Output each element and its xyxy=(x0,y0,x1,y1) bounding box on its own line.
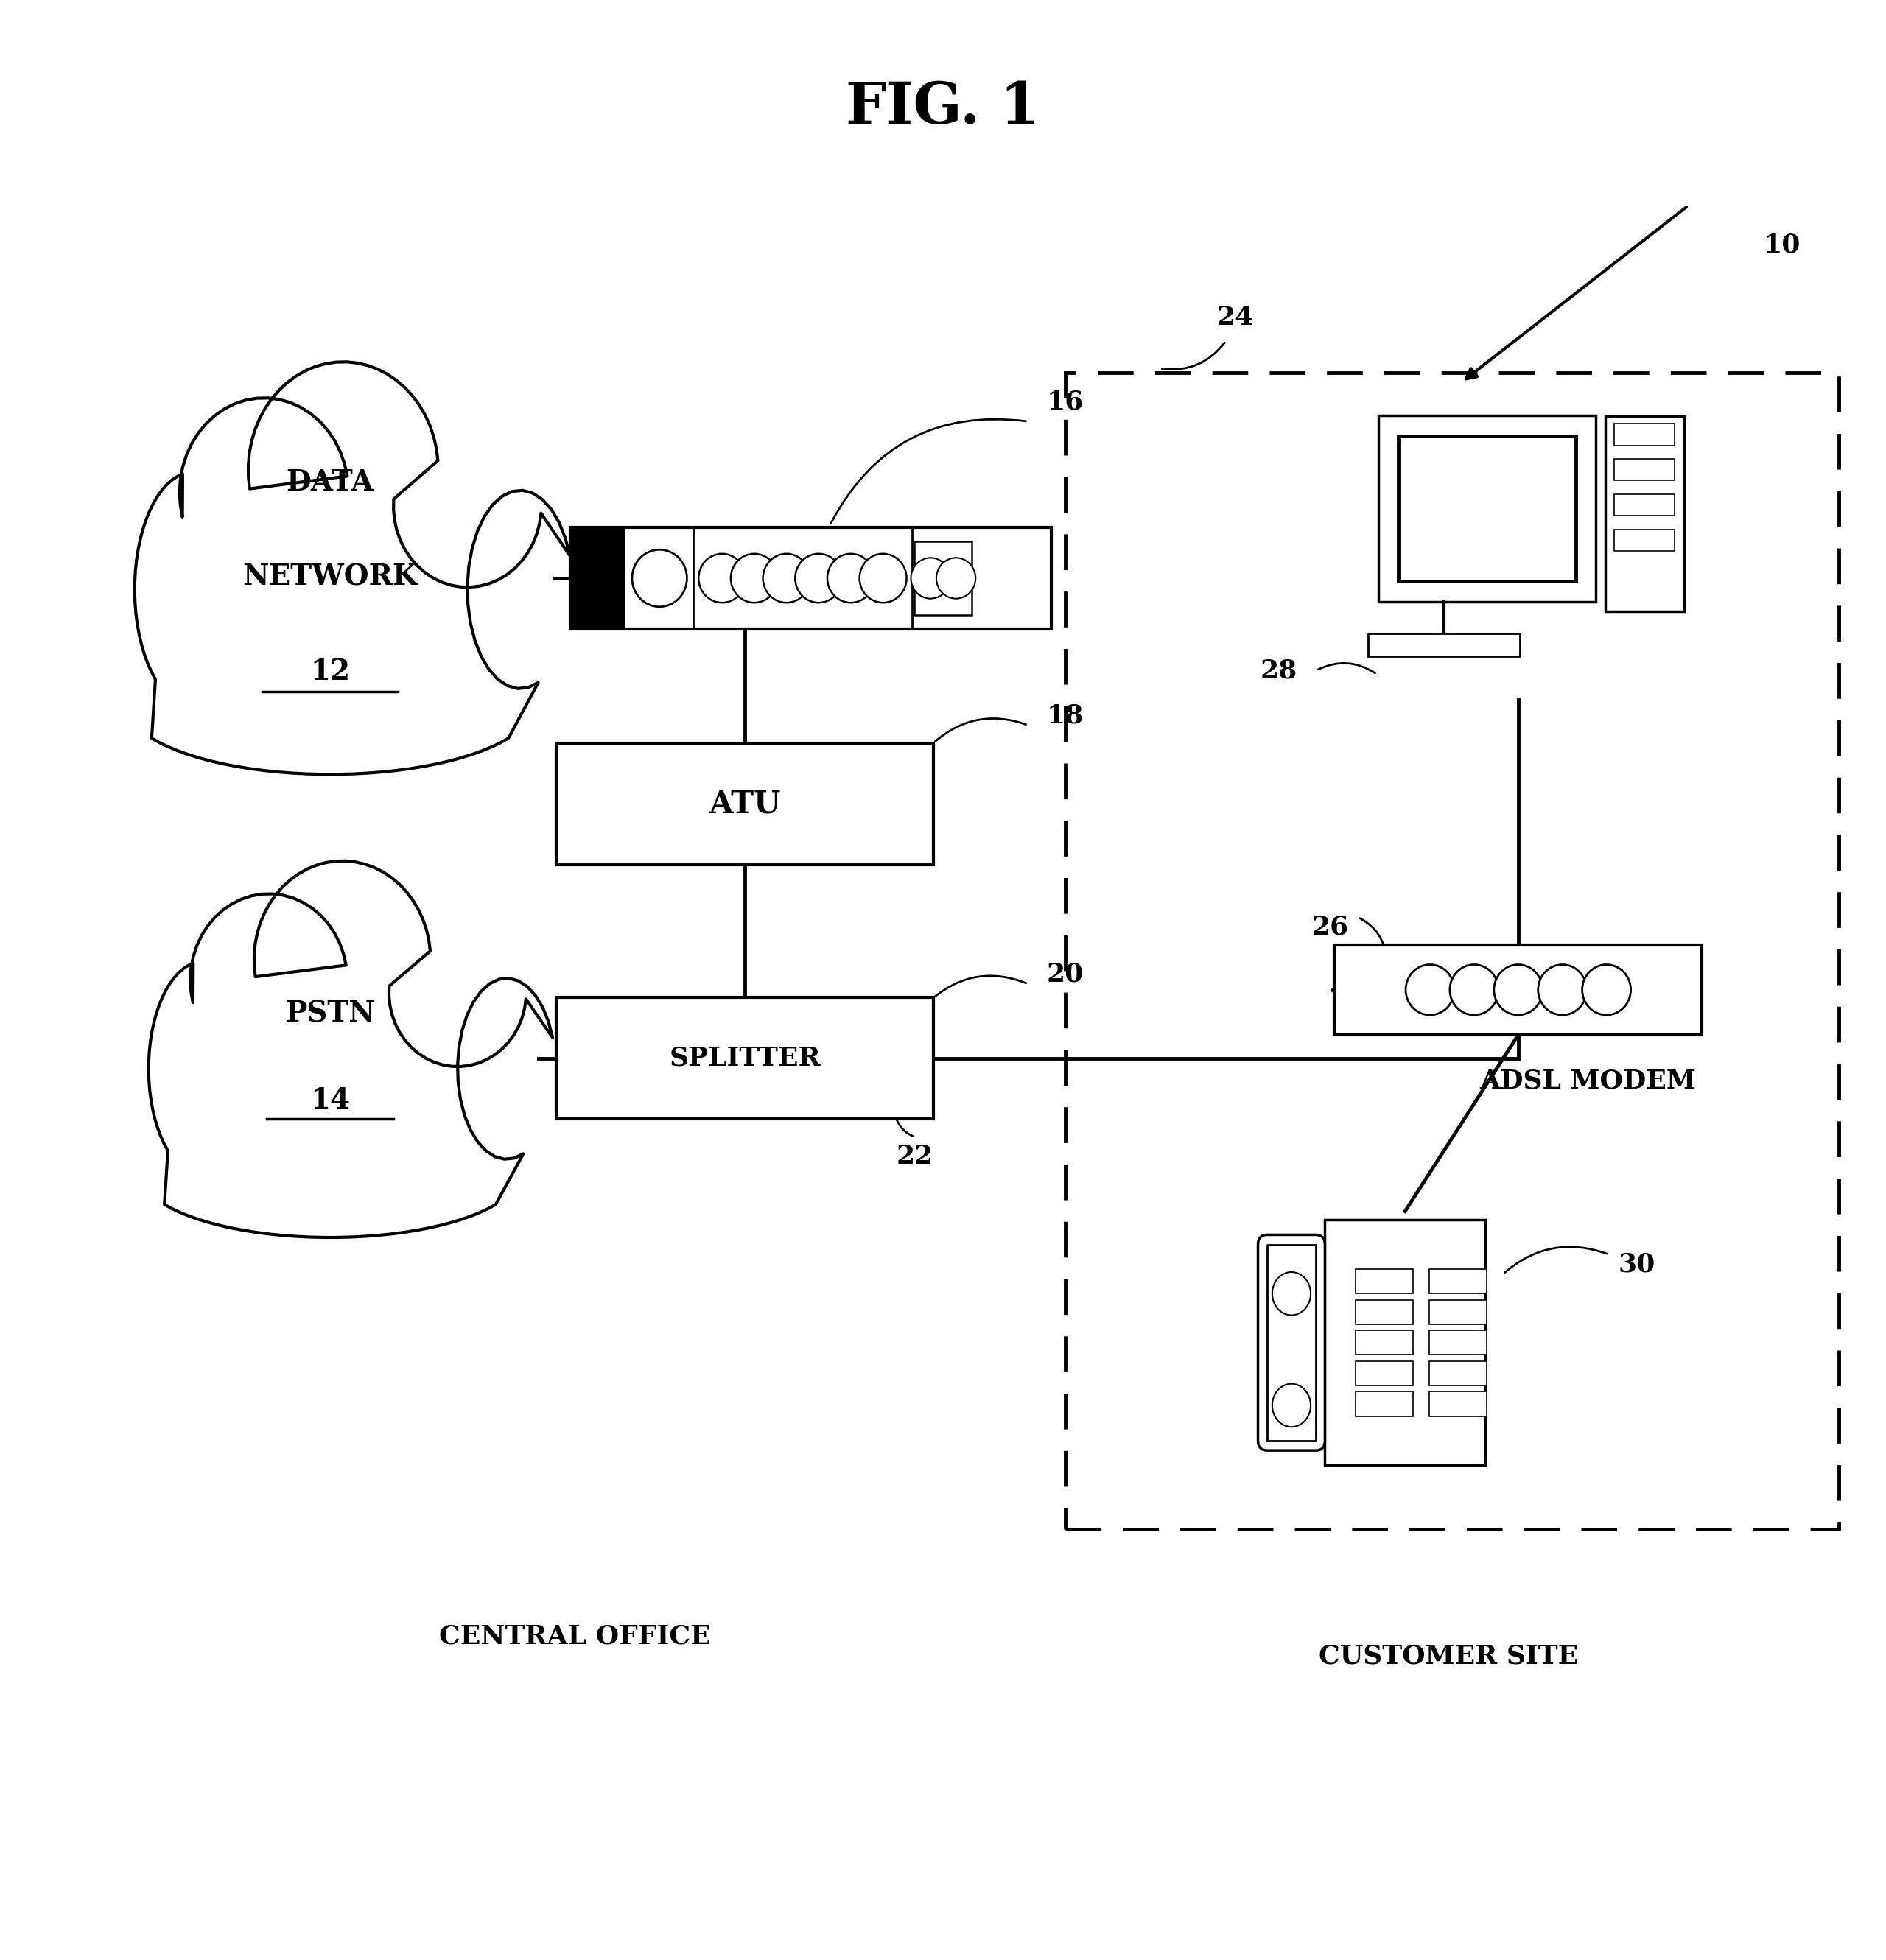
Circle shape xyxy=(860,555,907,602)
Text: 14: 14 xyxy=(309,1086,351,1115)
FancyBboxPatch shape xyxy=(1356,1299,1413,1325)
FancyBboxPatch shape xyxy=(1356,1360,1413,1386)
FancyBboxPatch shape xyxy=(1379,416,1596,602)
FancyBboxPatch shape xyxy=(1605,416,1684,612)
FancyBboxPatch shape xyxy=(556,743,934,864)
Circle shape xyxy=(1494,964,1543,1015)
Ellipse shape xyxy=(1273,1384,1311,1427)
Circle shape xyxy=(730,555,777,602)
FancyBboxPatch shape xyxy=(915,541,971,615)
FancyBboxPatch shape xyxy=(1614,423,1675,445)
Text: 28: 28 xyxy=(1260,659,1298,682)
Circle shape xyxy=(1405,964,1454,1015)
FancyBboxPatch shape xyxy=(1398,435,1577,582)
Circle shape xyxy=(698,555,745,602)
Text: FIG. 1: FIG. 1 xyxy=(847,80,1039,135)
Text: 18: 18 xyxy=(1047,704,1084,727)
FancyBboxPatch shape xyxy=(1279,1343,1303,1411)
FancyBboxPatch shape xyxy=(1279,1274,1303,1343)
Circle shape xyxy=(764,555,809,602)
FancyBboxPatch shape xyxy=(570,527,1052,629)
Polygon shape xyxy=(149,860,553,1237)
Circle shape xyxy=(1450,964,1497,1015)
Circle shape xyxy=(935,559,975,598)
Text: SPLITTER: SPLITTER xyxy=(670,1047,820,1070)
Text: 10: 10 xyxy=(1763,233,1801,257)
FancyBboxPatch shape xyxy=(570,527,626,629)
FancyBboxPatch shape xyxy=(556,998,934,1119)
Circle shape xyxy=(1539,964,1586,1015)
FancyBboxPatch shape xyxy=(1335,945,1703,1035)
Circle shape xyxy=(1582,964,1631,1015)
Text: 16: 16 xyxy=(1047,390,1084,414)
Text: 12: 12 xyxy=(309,657,351,686)
FancyBboxPatch shape xyxy=(1430,1331,1486,1354)
Polygon shape xyxy=(134,363,570,774)
Text: 26: 26 xyxy=(1311,915,1348,939)
FancyBboxPatch shape xyxy=(1367,633,1520,657)
FancyBboxPatch shape xyxy=(1356,1392,1413,1415)
FancyBboxPatch shape xyxy=(1356,1331,1413,1354)
Circle shape xyxy=(796,555,843,602)
Circle shape xyxy=(632,549,687,608)
FancyBboxPatch shape xyxy=(1430,1299,1486,1325)
FancyBboxPatch shape xyxy=(1430,1360,1486,1386)
FancyBboxPatch shape xyxy=(1356,1270,1413,1294)
Text: PSTN: PSTN xyxy=(285,1000,375,1027)
Text: ADSL MODEM: ADSL MODEM xyxy=(1481,1068,1696,1094)
FancyBboxPatch shape xyxy=(1066,372,1839,1529)
FancyBboxPatch shape xyxy=(1430,1270,1486,1294)
Text: CUSTOMER SITE: CUSTOMER SITE xyxy=(1318,1644,1579,1668)
Text: 22: 22 xyxy=(896,1145,934,1168)
Text: 20: 20 xyxy=(1047,962,1084,986)
FancyBboxPatch shape xyxy=(1614,459,1675,480)
FancyBboxPatch shape xyxy=(1258,1235,1326,1450)
FancyBboxPatch shape xyxy=(1614,494,1675,515)
FancyBboxPatch shape xyxy=(1614,529,1675,551)
Text: ATU: ATU xyxy=(709,788,781,819)
FancyBboxPatch shape xyxy=(1326,1219,1486,1466)
Circle shape xyxy=(911,559,951,598)
FancyBboxPatch shape xyxy=(1430,1392,1486,1415)
Ellipse shape xyxy=(1273,1272,1311,1315)
Text: CENTRAL OFFICE: CENTRAL OFFICE xyxy=(439,1625,711,1648)
Text: 24: 24 xyxy=(1216,306,1254,329)
Text: DATA: DATA xyxy=(287,468,373,496)
Text: 30: 30 xyxy=(1618,1252,1656,1276)
Circle shape xyxy=(828,555,875,602)
Text: NETWORK: NETWORK xyxy=(243,563,417,590)
